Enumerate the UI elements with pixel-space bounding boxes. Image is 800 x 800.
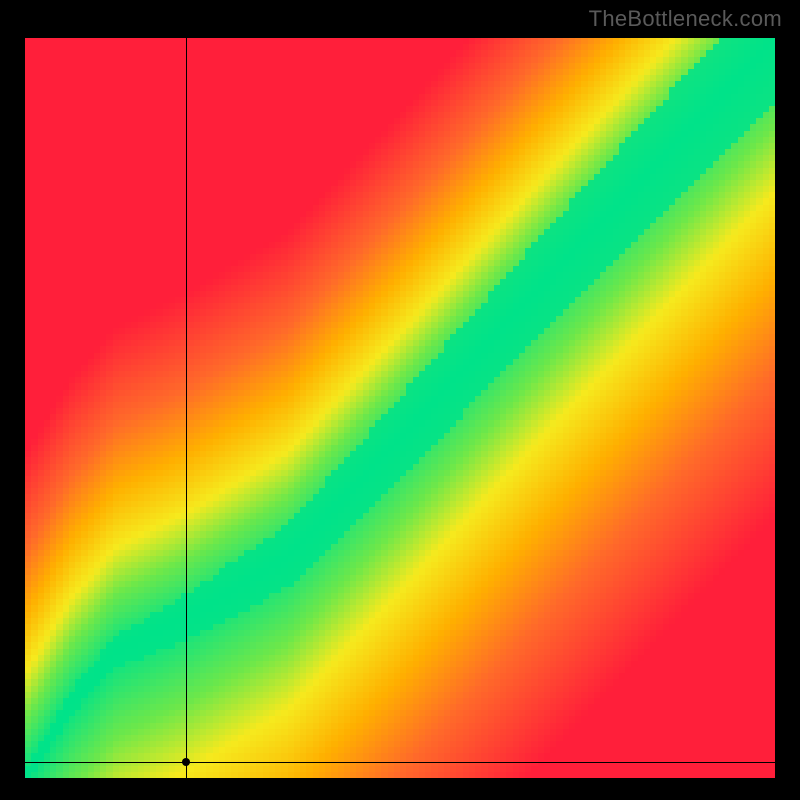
watermark-text: TheBottleneck.com — [589, 6, 782, 32]
crosshair-vertical — [186, 38, 187, 778]
plot-area — [25, 38, 775, 778]
crosshair-horizontal — [25, 762, 775, 763]
crosshair-marker — [182, 758, 190, 766]
chart-container: TheBottleneck.com — [0, 0, 800, 800]
bottleneck-heatmap — [25, 38, 775, 778]
